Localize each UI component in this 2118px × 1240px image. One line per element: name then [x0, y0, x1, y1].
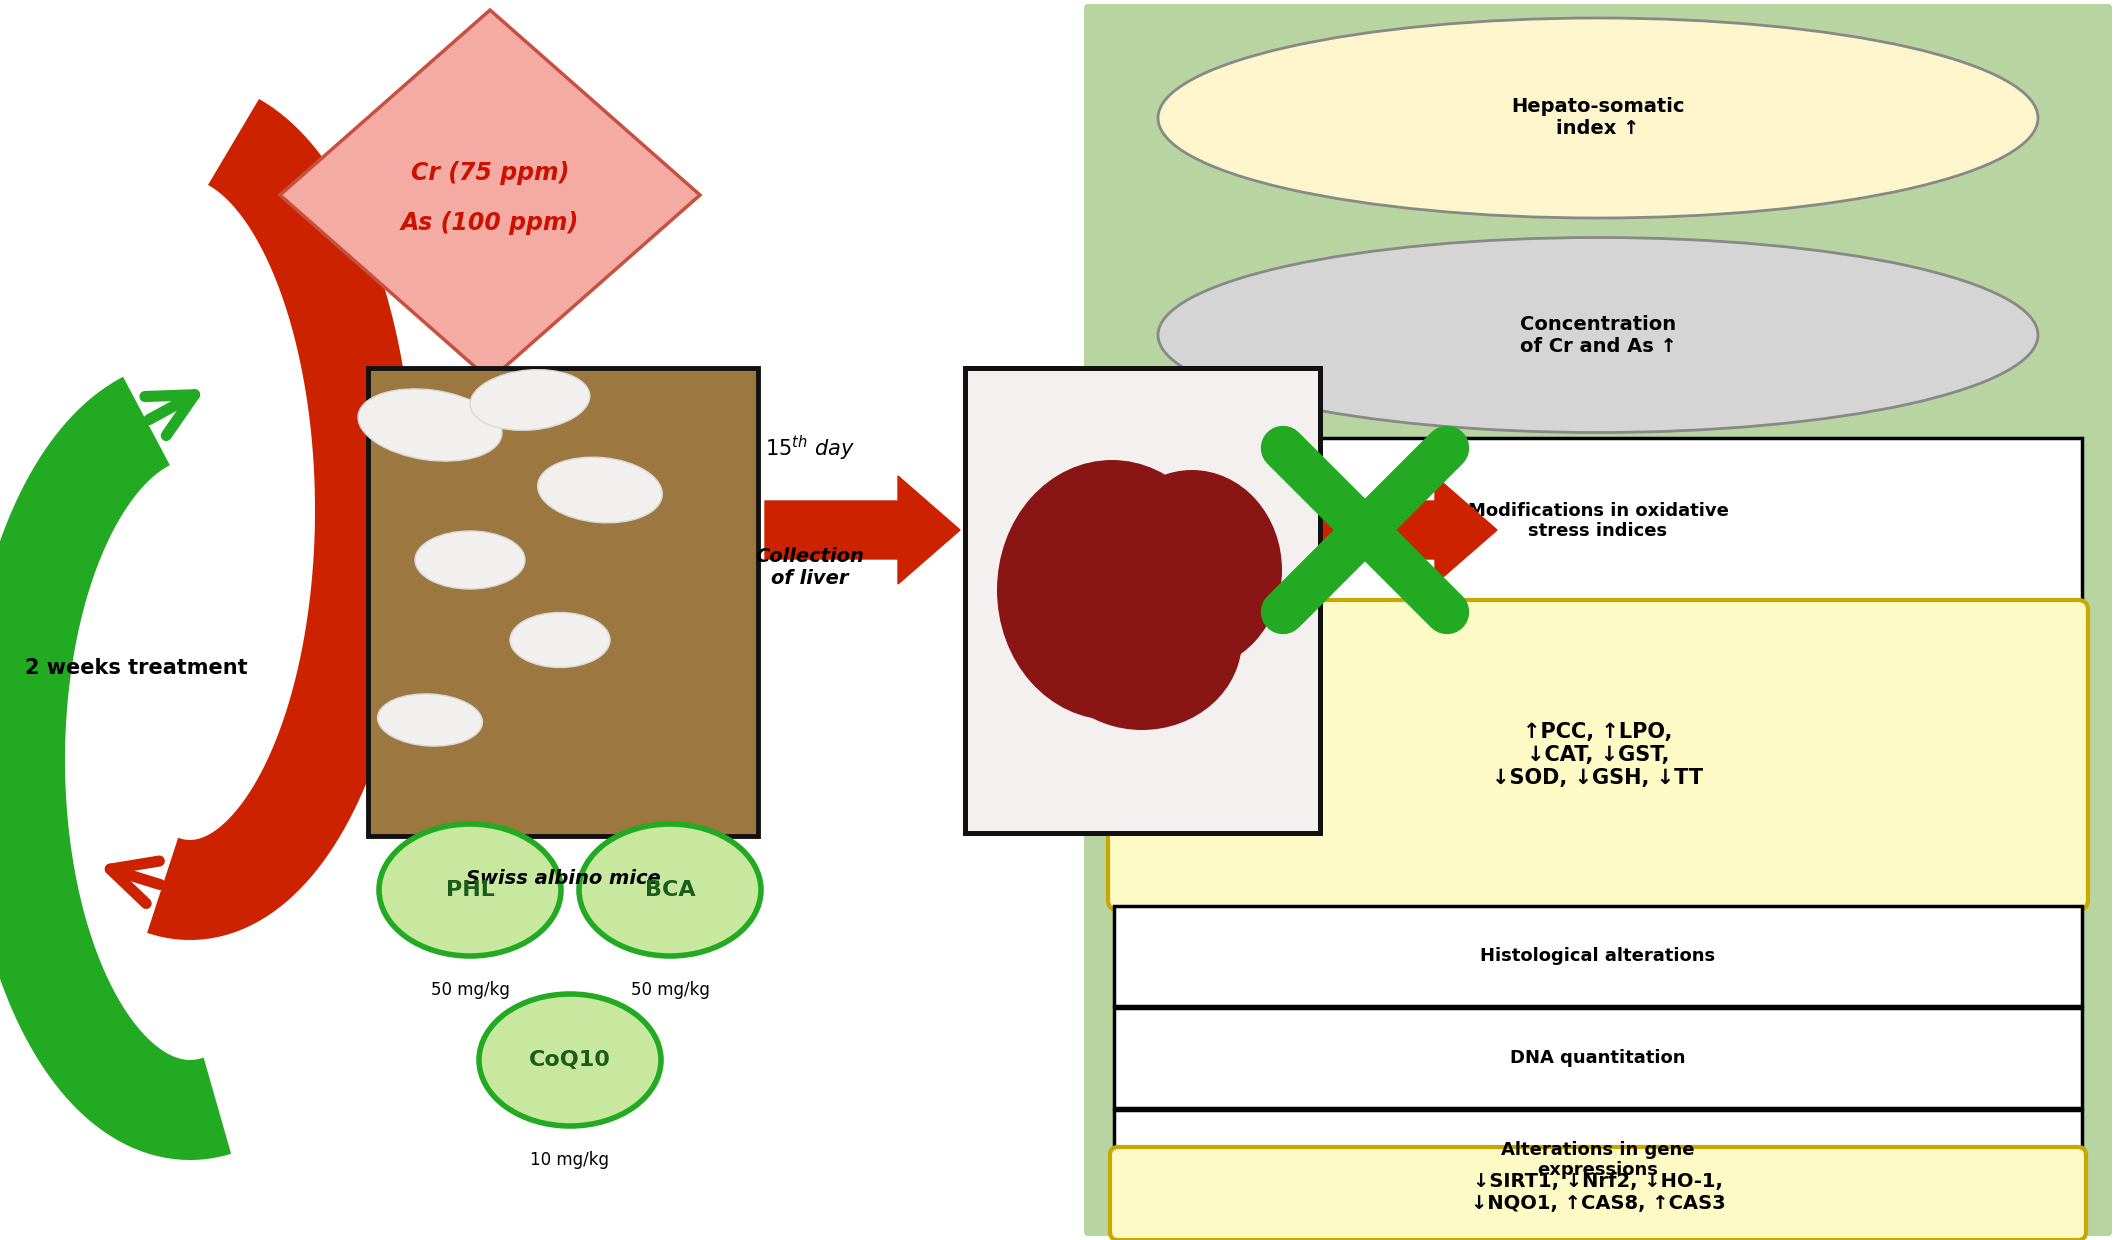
- Ellipse shape: [415, 531, 525, 589]
- Ellipse shape: [538, 458, 663, 523]
- Ellipse shape: [479, 994, 661, 1126]
- FancyArrow shape: [765, 476, 959, 584]
- Text: Modifications in oxidative
stress indices: Modifications in oxidative stress indice…: [1468, 502, 1728, 541]
- Ellipse shape: [379, 825, 561, 956]
- Text: 10 mg/kg: 10 mg/kg: [530, 1151, 610, 1169]
- Ellipse shape: [578, 825, 760, 956]
- Text: Collection
of liver: Collection of liver: [756, 548, 864, 589]
- Text: $\mathit{15^{th}}$ $\mathit{day}$: $\mathit{15^{th}}$ $\mathit{day}$: [765, 434, 856, 463]
- FancyBboxPatch shape: [1114, 438, 2082, 604]
- FancyBboxPatch shape: [1114, 1110, 2082, 1210]
- Ellipse shape: [377, 694, 483, 746]
- Text: 50 mg/kg: 50 mg/kg: [430, 981, 510, 999]
- Text: ↓SIRT1, ↓Nrf2, ↓HO-1,
↓NQO1, ↑CAS8, ↑CAS3: ↓SIRT1, ↓Nrf2, ↓HO-1, ↓NQO1, ↑CAS8, ↑CAS…: [1470, 1173, 1726, 1214]
- Text: BCA: BCA: [644, 880, 695, 900]
- Ellipse shape: [470, 370, 589, 430]
- Ellipse shape: [510, 613, 610, 667]
- FancyBboxPatch shape: [1108, 600, 2088, 910]
- FancyArrow shape: [1322, 476, 1497, 584]
- Text: Concentration
of Cr and As ↑: Concentration of Cr and As ↑: [1519, 315, 1677, 356]
- FancyBboxPatch shape: [1110, 1147, 2086, 1240]
- Text: 50 mg/kg: 50 mg/kg: [631, 981, 710, 999]
- Text: Hepato-somatic
index ↑: Hepato-somatic index ↑: [1512, 98, 1684, 139]
- Ellipse shape: [1042, 551, 1241, 730]
- Ellipse shape: [358, 389, 502, 461]
- Text: 2 weeks treatment: 2 weeks treatment: [25, 658, 248, 678]
- Ellipse shape: [1159, 238, 2038, 433]
- Text: Histological alterations: Histological alterations: [1480, 947, 1716, 965]
- FancyBboxPatch shape: [369, 368, 758, 836]
- Text: Swiss albino mice: Swiss albino mice: [466, 868, 661, 888]
- Text: CoQ10: CoQ10: [530, 1050, 610, 1070]
- Text: PHL: PHL: [445, 880, 493, 900]
- Ellipse shape: [1101, 470, 1281, 670]
- FancyBboxPatch shape: [1114, 1008, 2082, 1109]
- Text: Cr (75 ppm): Cr (75 ppm): [411, 161, 570, 185]
- Text: DNA quantitation: DNA quantitation: [1510, 1049, 1686, 1066]
- Text: Alterations in gene
expressions: Alterations in gene expressions: [1502, 1141, 1694, 1179]
- Text: ↑PCC, ↑LPO,
↓CAT, ↓GST,
↓SOD, ↓GSH, ↓TT: ↑PCC, ↑LPO, ↓CAT, ↓GST, ↓SOD, ↓GSH, ↓TT: [1493, 722, 1703, 789]
- Ellipse shape: [998, 460, 1226, 720]
- Polygon shape: [280, 10, 701, 379]
- FancyBboxPatch shape: [1084, 4, 2112, 1236]
- Text: As (100 ppm): As (100 ppm): [400, 211, 578, 236]
- FancyBboxPatch shape: [1114, 906, 2082, 1006]
- FancyBboxPatch shape: [966, 368, 1320, 833]
- Ellipse shape: [1159, 19, 2038, 218]
